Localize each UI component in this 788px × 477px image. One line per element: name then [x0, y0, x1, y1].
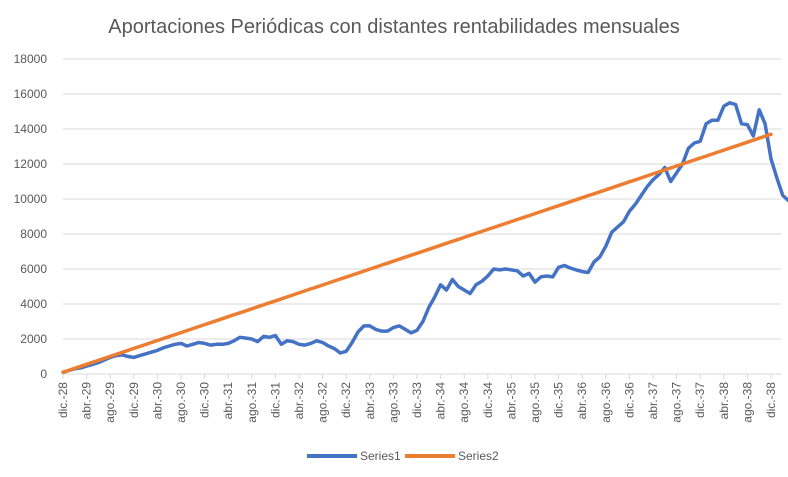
x-tick-label: ago.-36: [599, 382, 613, 423]
x-tick-label: abr.-36: [575, 382, 589, 420]
y-axis-ticks: 0 2000 4000 6000 8000 10000 12000 14000 16000 180…: [14, 52, 48, 381]
chart-title: Aportaciones Periódicas con distantes re…: [108, 16, 679, 38]
x-tick-label: abr.-31: [221, 382, 235, 420]
x-tick-label: dic.-35: [552, 382, 566, 418]
y-tick-label: 12000: [14, 157, 48, 171]
x-tick-label: ago.-38: [740, 382, 754, 423]
x-tick-label: ago.-37: [670, 382, 684, 423]
legend[interactable]: Series1 Series2: [307, 449, 499, 463]
y-tick-label: 14000: [14, 122, 48, 136]
x-tick-label: abr.-35: [504, 382, 518, 420]
x-axis-ticks: dic.-28 abr.-29 ago.-29 dic.-29 abr.-30 ago.-…: [56, 374, 778, 423]
x-tick-label: abr.-29: [80, 382, 94, 420]
x-tick-label: dic.-34: [481, 382, 495, 418]
x-tick-label: abr.-33: [363, 382, 377, 420]
y-tick-label: 0: [40, 367, 47, 381]
y-tick-label: 4000: [20, 297, 47, 311]
x-tick-label: abr.-37: [646, 382, 660, 420]
x-tick-label: dic.-29: [127, 382, 141, 418]
legend-label-series1[interactable]: Series1: [360, 449, 401, 463]
x-tick-label: ago.-30: [174, 382, 188, 423]
x-tick-label: ago.-35: [528, 382, 542, 423]
x-tick-label: abr.-32: [292, 382, 306, 420]
x-tick-label: dic.-38: [764, 382, 778, 418]
y-tick-label: 10000: [14, 192, 48, 206]
y-tick-label: 6000: [20, 262, 47, 276]
x-tick-label: ago.-34: [457, 382, 471, 423]
y-tick-label: 8000: [20, 227, 47, 241]
y-tick-label: 16000: [14, 87, 48, 101]
x-tick-label: ago.-33: [386, 382, 400, 423]
x-tick-label: ago.-32: [316, 382, 330, 423]
x-tick-label: dic.-33: [410, 382, 424, 418]
x-tick-label: dic.-30: [198, 382, 212, 418]
legend-label-series2[interactable]: Series2: [458, 449, 499, 463]
gridlines: [63, 58, 781, 375]
x-tick-label: dic.-28: [56, 382, 70, 418]
x-tick-label: dic.-37: [693, 382, 707, 418]
x-tick-label: dic.-31: [268, 382, 282, 418]
y-tick-label: 18000: [14, 52, 48, 66]
x-tick-label: abr.-34: [434, 382, 448, 420]
series-line-series1[interactable]: [61, 101, 788, 375]
y-tick-label: 2000: [20, 332, 47, 346]
x-tick-label: dic.-36: [622, 382, 636, 418]
x-tick-label: ago.-29: [103, 382, 117, 423]
x-tick-label: abr.-38: [717, 382, 731, 420]
x-tick-label: dic.-32: [339, 382, 353, 418]
x-tick-label: ago.-31: [245, 382, 259, 423]
x-tick-label: abr.-30: [150, 382, 164, 420]
series-line-series2[interactable]: [61, 132, 773, 375]
series-lines: [61, 101, 788, 375]
